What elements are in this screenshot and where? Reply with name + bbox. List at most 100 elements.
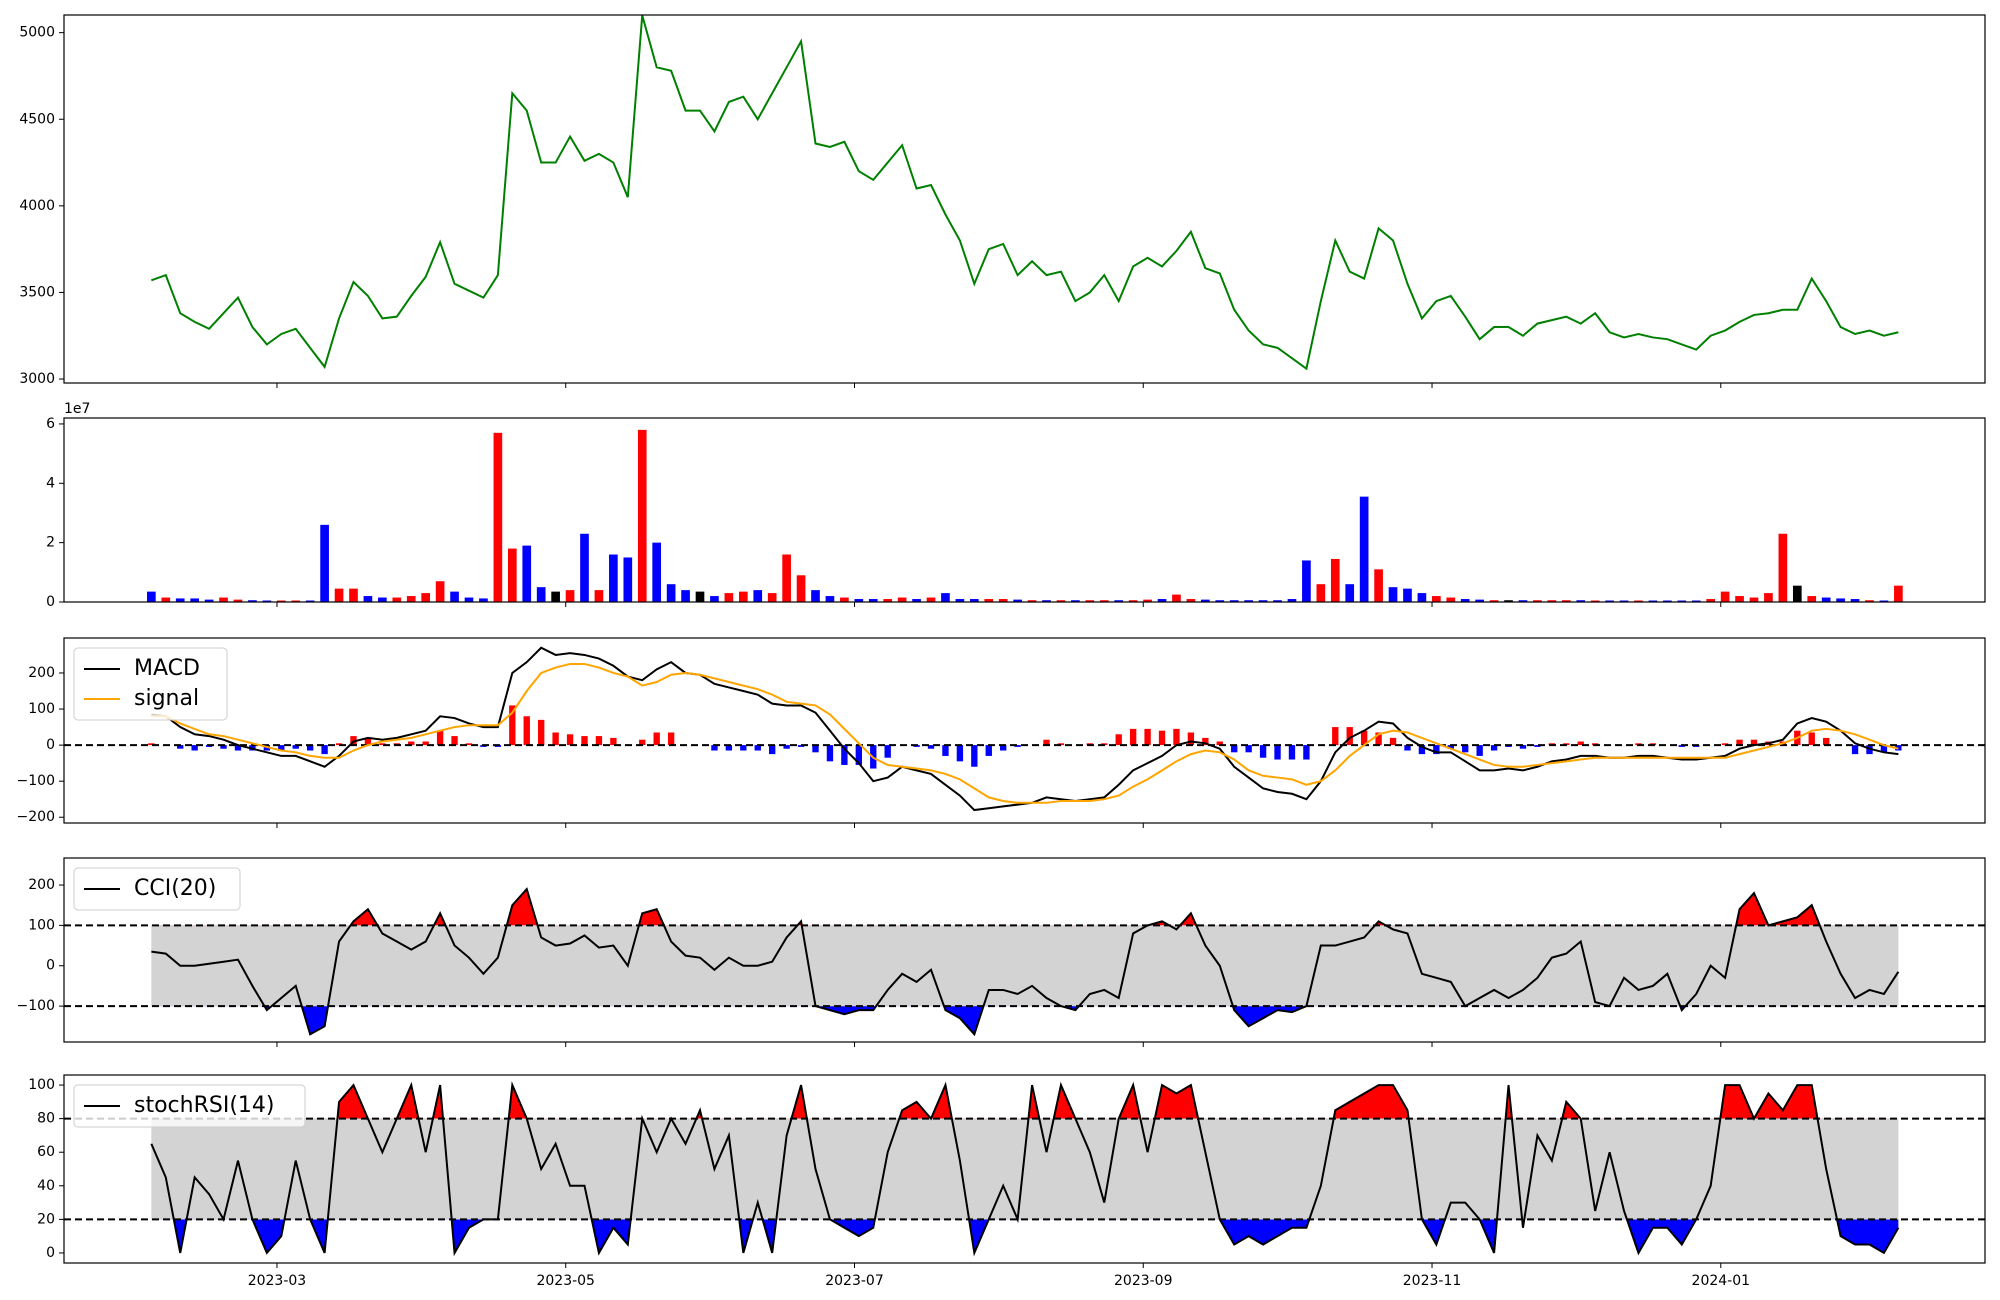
volume-bar [1807,596,1817,602]
volume-bar [1027,600,1037,602]
histogram-bar [1808,732,1815,746]
volume-bar [276,600,286,602]
histogram-bar [552,732,559,746]
volume-bar [1792,585,1802,602]
histogram-bar [1014,745,1021,747]
volume-bar [1720,591,1730,602]
y-tick-label: 200 [28,877,55,893]
histogram-bar [1360,730,1368,746]
volume-bar [1388,587,1398,602]
volume-bar [1677,600,1687,602]
histogram-bar [1389,737,1397,746]
histogram-bar [364,737,372,746]
y-tick-label: 80 [37,1111,55,1127]
histogram-bar [1375,732,1382,746]
volume-bar [1186,599,1196,602]
volume-bar [1287,599,1297,602]
below-fill [151,1006,1899,1035]
y-tick-label: 0 [46,1245,55,1261]
volume-bar [363,596,373,602]
volume-bar [421,593,431,602]
volume-bar [1547,600,1557,602]
histogram-bar [1462,745,1469,753]
price-line [151,15,1899,371]
volume-bar [1085,600,1095,602]
volume-bar [233,599,243,602]
volume-bar [1735,596,1744,602]
volume-bar [623,557,633,602]
histogram-bar [1880,745,1888,753]
histogram-bar [826,745,834,762]
volume-bar [1042,600,1051,602]
histogram-bar [1750,739,1758,746]
volume-bar [738,591,748,602]
volume-bar [1850,599,1860,602]
histogram-bar [321,745,328,755]
histogram-bar [191,745,198,751]
volume-bar [1071,600,1080,602]
y-tick-label: 100 [28,701,55,717]
volume-bar [320,524,329,602]
volume-bar [753,590,763,602]
volume-bar [435,581,445,602]
y-tick-label: 0 [46,958,55,974]
histogram-bar [1259,745,1267,758]
volume-bar [926,597,936,602]
volume-bar [955,599,965,602]
indicator-line [150,1081,1900,1257]
histogram-bar [1144,728,1151,746]
volume-bar [1691,600,1701,602]
volume-bar [1417,593,1427,602]
volume-bar [1533,600,1542,602]
histogram-bar [971,745,978,767]
volume-bar [392,597,402,602]
histogram-bar [1851,745,1859,755]
volume-bar [1576,600,1586,602]
volume-bar [522,545,532,602]
y-tick-label: 4 [46,475,55,491]
histogram-bar [1447,745,1454,749]
volume-bar [897,597,907,602]
volume-bar [811,590,820,602]
volume-bar [941,593,950,602]
histogram-bar [595,736,603,746]
y-tick-label: 60 [37,1144,55,1160]
x-tick-label: 2023-11 [1403,1273,1462,1289]
histogram-bar [581,736,588,746]
volume-bar [291,600,301,602]
volume-bar [1518,600,1528,602]
y-tick-label: 4500 [19,111,55,127]
volume-bar [536,587,546,602]
histogram-bar [1216,741,1223,746]
volume-bar [710,596,719,602]
volume-bar [1215,600,1225,602]
histogram-bar [234,745,242,751]
y-tick-label: −200 [17,809,55,825]
panel-frame [63,14,1986,384]
histogram-bar [1346,727,1353,746]
volume-bar [724,593,734,602]
y-tick-label: 3500 [19,284,55,300]
volume-bar [868,599,878,602]
volume-bar [883,599,893,602]
volume-bar [1836,598,1845,602]
histogram-bar [1000,745,1007,751]
histogram-bar [1823,737,1830,746]
legend-box [73,647,228,721]
volume-bar [1821,597,1831,602]
volume-bar [998,599,1008,602]
volume-bar [464,597,474,602]
below-fill [151,1219,1899,1253]
above-fill [151,1085,1899,1119]
y-tick-label: 4000 [19,198,55,214]
volume-bar [406,596,416,602]
volume-bar [1244,600,1253,602]
legend-box [73,1084,306,1128]
volume-bar [825,596,835,602]
volume-bar [1056,600,1066,602]
panel-frame [63,1074,1986,1264]
histogram-bar [451,736,458,746]
volume-bar [1258,600,1268,602]
histogram-bar [1418,745,1426,755]
